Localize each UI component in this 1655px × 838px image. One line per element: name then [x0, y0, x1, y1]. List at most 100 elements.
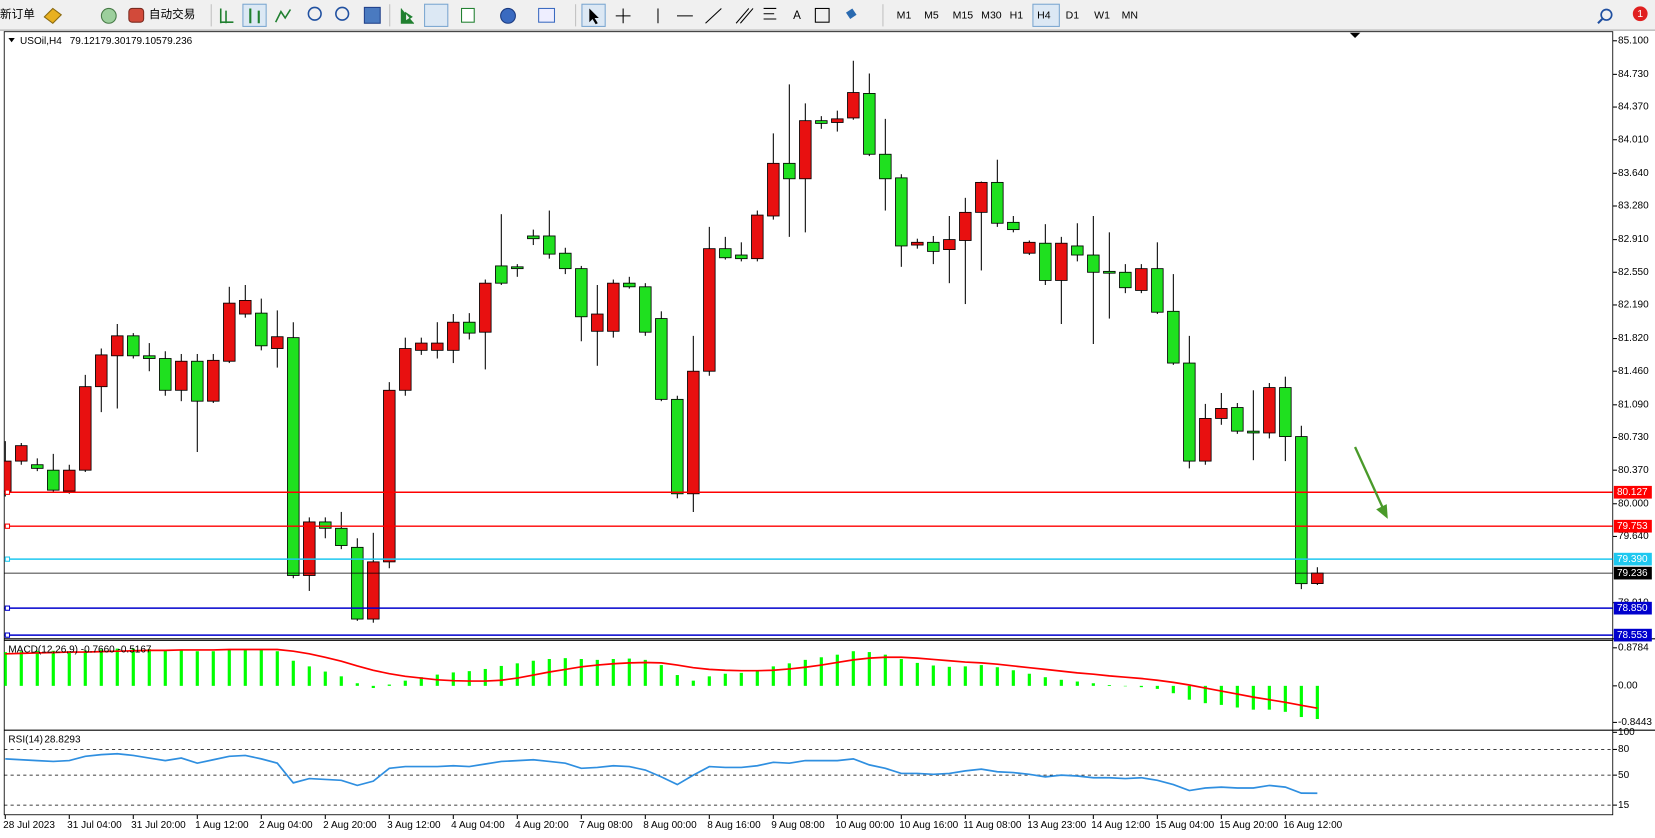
autoscroll[interactable]: [400, 8, 415, 24]
icon[interactable]: [43, 7, 63, 24]
candle-body: [207, 359, 220, 402]
active-timeframe-bg: [1032, 3, 1060, 27]
macd-bar: [499, 665, 503, 686]
macd-bar: [67, 651, 71, 686]
x-tick-label: 8 Aug 00:00: [643, 820, 697, 831]
timeframe-button[interactable]: M1: [897, 10, 912, 22]
macd-bar: [819, 657, 823, 686]
macd-bar: [595, 659, 599, 686]
candle-body: [287, 337, 300, 576]
candle-body: [543, 235, 556, 255]
auto-trading-button[interactable]: 自动交易: [149, 7, 195, 21]
macd-bar: [1203, 685, 1207, 704]
level-handle: [4, 489, 11, 495]
level-price-box: [1613, 485, 1652, 499]
candle-body: [415, 342, 428, 351]
arrows-tool[interactable]: [845, 8, 857, 20]
chart-shift[interactable]: [424, 3, 449, 27]
macd-bar: [851, 651, 855, 686]
macd-bar: [307, 666, 311, 686]
candle-chart-tool[interactable]: [242, 3, 267, 27]
current-price-label: 79.236: [1617, 568, 1648, 579]
timeframe-button[interactable]: MN: [1122, 10, 1138, 22]
timeframe-button[interactable]: M15: [953, 10, 974, 22]
macd-bar: [979, 665, 983, 686]
candle-body: [687, 370, 700, 495]
candle-body: [495, 265, 508, 284]
line-chart-tool[interactable]: [274, 9, 292, 23]
macd-bar: [35, 650, 39, 686]
periods[interactable]: [500, 7, 516, 24]
candle-body: [639, 286, 652, 333]
candle-body: [319, 521, 332, 529]
candle-body: [895, 177, 908, 247]
new-order-button[interactable]: 新订单: [0, 7, 35, 21]
candle-body: [191, 360, 204, 402]
y-tick-label: 84.730: [1618, 69, 1649, 80]
candle-body: [1119, 271, 1132, 289]
macd-bar: [1315, 685, 1319, 720]
candle-body: [831, 118, 844, 123]
macd-bar: [931, 665, 935, 686]
candle-body: [1039, 242, 1052, 281]
trendline-tool[interactable]: [705, 8, 722, 24]
text-tool[interactable]: A: [793, 9, 801, 22]
candle-body: [1135, 268, 1148, 291]
candle-body: [239, 299, 252, 315]
macd-bar: [131, 648, 135, 686]
y-tick-label: 100: [1618, 727, 1635, 738]
candle-body: [255, 312, 268, 347]
candle-body: [479, 282, 492, 333]
indicators[interactable]: [461, 7, 475, 23]
channel-tool[interactable]: [735, 8, 754, 24]
candle-body: [111, 335, 124, 357]
macd-bar: [739, 672, 743, 686]
fibo-tool[interactable]: [763, 7, 777, 20]
auto-trading-icon[interactable]: [128, 7, 145, 23]
tile-windows[interactable]: [363, 6, 381, 24]
candle-body: [383, 389, 396, 563]
zoom-out[interactable]: [335, 6, 350, 21]
notification-badge[interactable]: [1632, 6, 1648, 22]
y-tick-label: 15: [1618, 800, 1630, 811]
arrow-shaft: [1353, 446, 1384, 508]
timeframe-button[interactable]: H1: [1010, 10, 1024, 22]
crosshair-tool[interactable]: [615, 8, 631, 24]
macd-bar: [387, 684, 391, 686]
candle-body: [175, 360, 188, 391]
macd-bar: [355, 683, 359, 686]
timeframe-button[interactable]: M5: [924, 10, 939, 22]
level-price-box: [1613, 519, 1652, 533]
level-price-label: 79.753: [1617, 521, 1648, 532]
icon[interactable]: [100, 7, 117, 24]
timeframe-button[interactable]: H4: [1037, 10, 1051, 22]
candle-body: [911, 241, 924, 246]
candle-body: [399, 348, 412, 391]
search-button[interactable]: [1600, 8, 1613, 21]
candle-body: [143, 355, 156, 359]
candle-body: [1055, 242, 1068, 281]
x-tick-label: 8 Aug 16:00: [707, 820, 761, 831]
macd-bar: [291, 660, 295, 686]
timeframe-button[interactable]: M30: [981, 10, 1002, 22]
bar-chart-tool[interactable]: [219, 8, 234, 24]
timeframe-button[interactable]: W1: [1094, 10, 1110, 22]
timeframe-button[interactable]: D1: [1066, 10, 1080, 22]
candle-body: [991, 181, 1004, 224]
x-tick-label: 4 Aug 04:00: [451, 820, 505, 831]
macd-bar: [1235, 685, 1239, 708]
y-tick-label: 0.8784: [1618, 642, 1649, 653]
zoom-in[interactable]: [307, 6, 322, 21]
candle-body: [879, 153, 892, 180]
macd-bar: [483, 668, 487, 686]
macd-bar: [515, 663, 519, 686]
macd-bar: [99, 649, 103, 686]
candle-body: [1151, 268, 1164, 313]
macd-bar: [995, 667, 999, 686]
candle-body: [1311, 572, 1324, 584]
label-tool[interactable]: [814, 7, 830, 23]
templates[interactable]: [538, 7, 556, 23]
candle-body: [303, 521, 316, 576]
candle-body: [655, 318, 668, 400]
